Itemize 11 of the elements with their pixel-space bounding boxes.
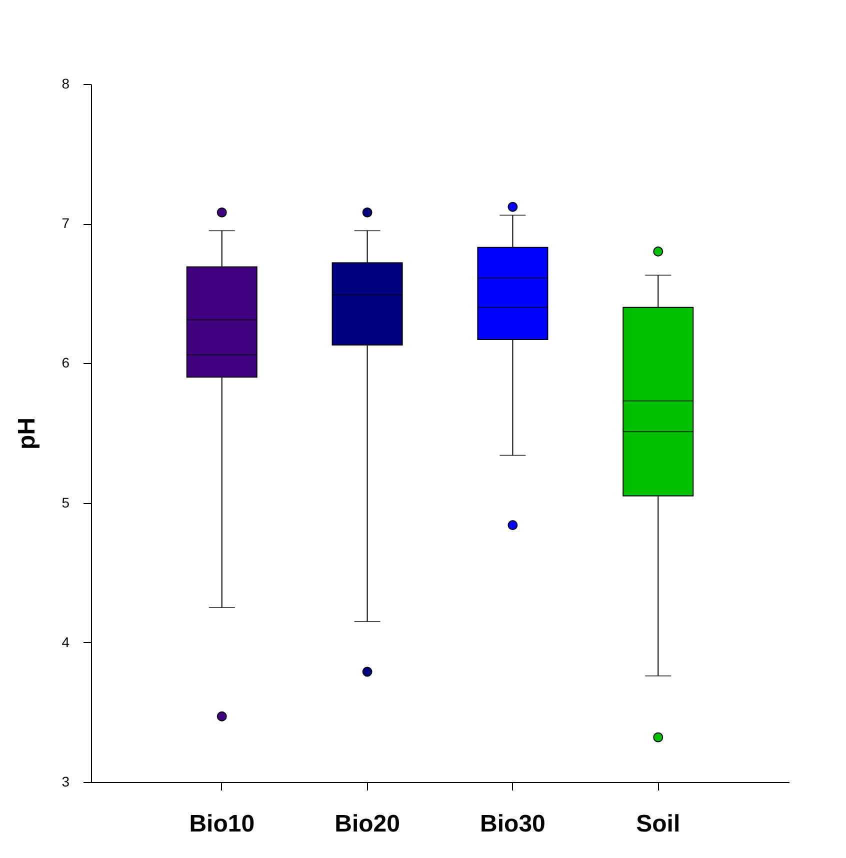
y-tick-label: 8: [62, 76, 70, 92]
x-tick-label: Bio30: [480, 810, 546, 838]
x-tick-label: Bio10: [189, 810, 255, 838]
y-tick-label: 4: [62, 634, 70, 650]
x-tick-label: Bio20: [334, 810, 400, 838]
y-tick-label: 7: [62, 215, 70, 232]
y-axis-title: pH: [14, 418, 41, 450]
y-tick-label: 3: [62, 774, 70, 790]
x-tick-label: Soil: [636, 810, 680, 838]
y-tick-label: 5: [62, 494, 70, 510]
y-tick-label: 6: [62, 354, 70, 371]
